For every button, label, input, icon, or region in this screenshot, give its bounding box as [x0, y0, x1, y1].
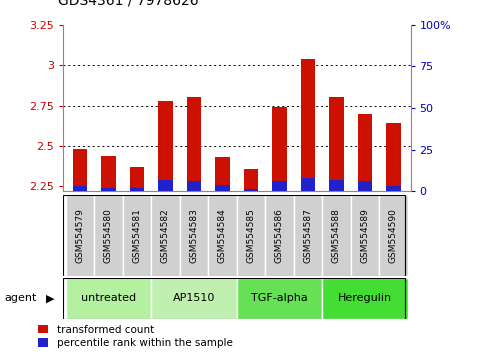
Bar: [187, 181, 201, 191]
Bar: [130, 167, 144, 191]
Bar: [294, 195, 322, 276]
Bar: [329, 97, 343, 191]
Text: AP1510: AP1510: [173, 293, 215, 303]
Bar: [73, 186, 87, 191]
Text: GSM554582: GSM554582: [161, 208, 170, 263]
Text: GSM554584: GSM554584: [218, 208, 227, 263]
Bar: [158, 101, 172, 191]
Bar: [208, 195, 237, 276]
Text: GSM554589: GSM554589: [360, 208, 369, 263]
Text: untreated: untreated: [81, 293, 136, 303]
Bar: [180, 195, 208, 276]
Bar: [351, 195, 379, 276]
Bar: [94, 195, 123, 276]
Bar: [358, 114, 372, 191]
Bar: [244, 169, 258, 191]
Bar: [101, 188, 115, 191]
Bar: [101, 156, 115, 191]
Bar: [265, 195, 294, 276]
Text: GSM554587: GSM554587: [303, 208, 313, 263]
Text: ▶: ▶: [46, 293, 55, 303]
Bar: [66, 278, 151, 319]
Text: GSM554588: GSM554588: [332, 208, 341, 263]
Bar: [358, 181, 372, 191]
Bar: [73, 149, 87, 191]
Bar: [215, 184, 229, 191]
Text: Heregulin: Heregulin: [338, 293, 392, 303]
Bar: [158, 179, 172, 191]
Text: GSM554583: GSM554583: [189, 208, 199, 263]
Bar: [386, 123, 400, 191]
Bar: [301, 59, 315, 191]
Text: GSM554590: GSM554590: [389, 208, 398, 263]
Bar: [322, 278, 408, 319]
Bar: [187, 97, 201, 191]
Bar: [237, 195, 265, 276]
Text: TGF-alpha: TGF-alpha: [251, 293, 308, 303]
Text: GSM554585: GSM554585: [246, 208, 256, 263]
Bar: [237, 278, 322, 319]
Bar: [272, 107, 286, 191]
Bar: [151, 195, 180, 276]
Bar: [272, 181, 286, 191]
Bar: [386, 186, 400, 191]
Bar: [244, 189, 258, 191]
Bar: [301, 178, 315, 191]
Bar: [379, 195, 408, 276]
Legend: transformed count, percentile rank within the sample: transformed count, percentile rank withi…: [38, 325, 232, 348]
Bar: [66, 195, 94, 276]
Text: GSM554580: GSM554580: [104, 208, 113, 263]
Text: GSM554579: GSM554579: [75, 208, 85, 263]
Text: GDS4361 / 7978626: GDS4361 / 7978626: [58, 0, 199, 7]
Bar: [123, 195, 151, 276]
Bar: [329, 179, 343, 191]
Bar: [151, 278, 237, 319]
Text: GSM554586: GSM554586: [275, 208, 284, 263]
Text: GSM554581: GSM554581: [132, 208, 142, 263]
Bar: [215, 157, 229, 191]
Bar: [130, 188, 144, 191]
Text: agent: agent: [5, 293, 37, 303]
Bar: [322, 195, 351, 276]
